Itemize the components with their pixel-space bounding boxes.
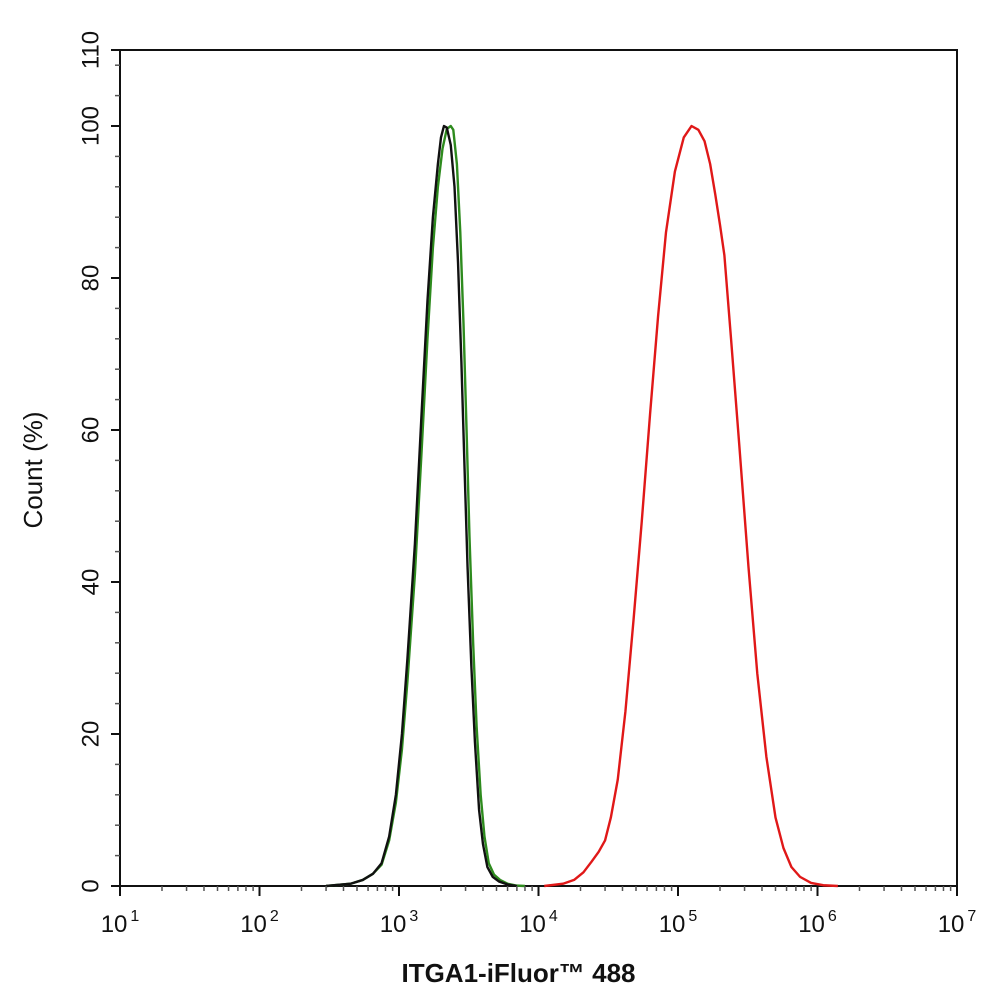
x-tick-label: 10 2 [240, 908, 279, 938]
y-tick-label: 110 [77, 31, 104, 69]
y-tick-label: 80 [77, 265, 104, 292]
x-tick-base: 10 [659, 911, 686, 938]
histogram-curve-1 [325, 124, 526, 888]
histogram-curve-2 [325, 124, 518, 888]
y-tick-label: 20 [77, 721, 104, 748]
y-axis-title: Count (%) [18, 411, 48, 528]
y-tick-label: 40 [77, 569, 104, 596]
x-tick-label: 10 6 [798, 908, 837, 938]
plot-area [119, 49, 958, 887]
x-tick-exponent: 1 [130, 908, 139, 925]
x-tick-label: 10 1 [101, 908, 140, 938]
y-tick-label: 60 [77, 417, 104, 444]
histogram-curve-3 [544, 124, 838, 888]
x-tick-exponent: 3 [409, 908, 418, 925]
axes [111, 49, 958, 896]
plot-frame [119, 49, 958, 887]
x-tick-base: 10 [519, 911, 546, 938]
x-tick-exponent: 7 [967, 908, 976, 925]
x-tick-base: 10 [101, 911, 128, 938]
x-tick-base: 10 [380, 911, 407, 938]
curves [325, 124, 838, 888]
y-tick-label: 100 [77, 106, 104, 146]
x-tick-label: 10 7 [938, 908, 977, 938]
x-tick-base: 10 [798, 911, 825, 938]
y-tick-label: 0 [77, 879, 104, 892]
x-tick-exponent: 4 [549, 908, 558, 925]
x-tick-label: 10 5 [659, 908, 698, 938]
x-tick-label: 10 3 [380, 908, 419, 938]
x-tick-base: 10 [240, 911, 267, 938]
x-tick-exponent: 6 [828, 908, 837, 925]
x-tick-exponent: 2 [270, 908, 279, 925]
x-tick-base: 10 [938, 911, 965, 938]
x-tick-label: 10 4 [519, 908, 558, 938]
x-axis-title: ITGA1-iFluor™ 488 [401, 958, 635, 988]
x-tick-exponent: 5 [688, 908, 697, 925]
